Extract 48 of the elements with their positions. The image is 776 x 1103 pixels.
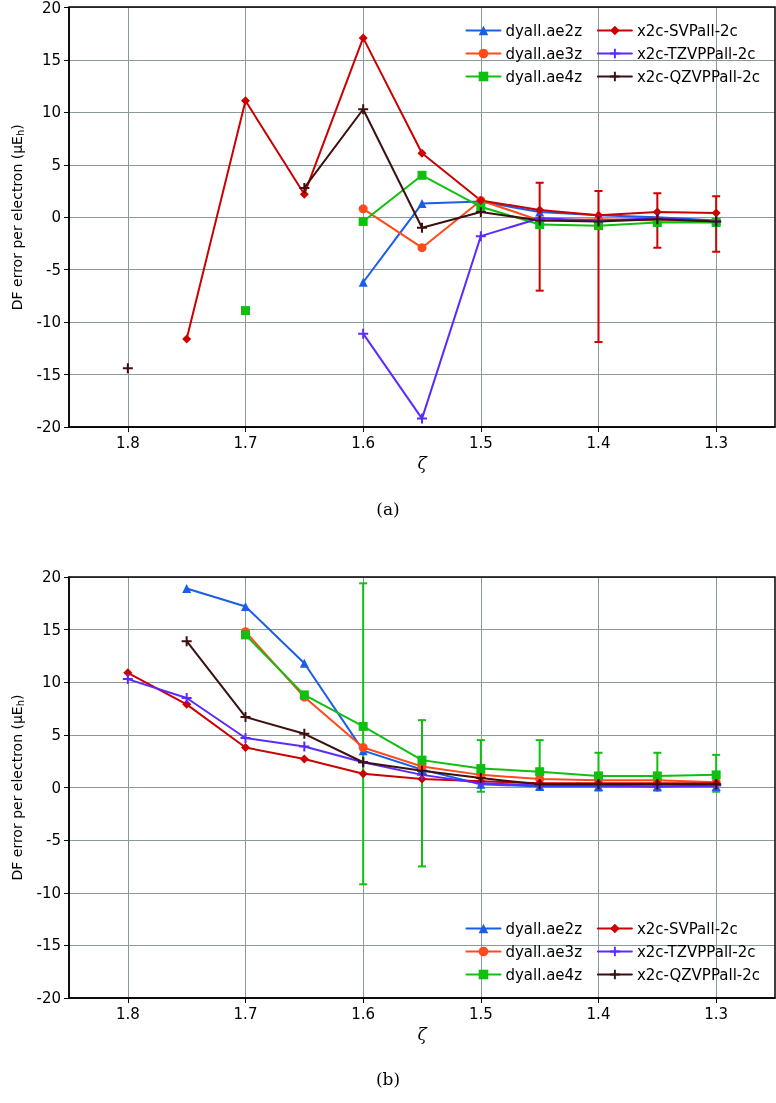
- y-tick-label: 5: [51, 725, 61, 744]
- text: (a): [376, 498, 400, 519]
- x-tick-label: 1.5: [468, 1004, 493, 1023]
- y-tick-label: -5: [46, 831, 61, 850]
- x-tick-label: 1.6: [351, 1004, 376, 1023]
- y-tick-label: 20: [41, 568, 61, 586]
- x-axis-title: ζ: [417, 1024, 429, 1045]
- x-tick-label: 1.3: [704, 1004, 729, 1023]
- legend-label: dyall.ae4z: [505, 965, 583, 984]
- legend-label: x2c-TZVPPall-2c: [636, 44, 756, 63]
- y-tick-label: -15: [36, 936, 61, 955]
- y-tick-label: -20: [36, 418, 61, 436]
- legend-label: x2c-SVPall-2c: [636, 919, 738, 938]
- x-tick-label: 1.8: [115, 1004, 140, 1023]
- y-tick-label: 0: [51, 778, 61, 797]
- legend-label: x2c-TZVPPall-2c: [636, 942, 756, 961]
- x-tick-label: 1.8: [115, 433, 140, 452]
- x-tick-label: 1.3: [704, 433, 729, 452]
- y-tick-label: -10: [36, 313, 61, 332]
- text: (b): [375, 1068, 401, 1089]
- legend-label: dyall.ae3z: [505, 44, 583, 63]
- legend-label: x2c-QZVPPall-2c: [636, 67, 760, 86]
- x-tick-label: 1.5: [468, 433, 493, 452]
- y-axis-title: DF error per electron (µEh): [9, 124, 26, 311]
- y-tick-label: -20: [36, 989, 61, 1007]
- legend-label: dyall.ae2z: [505, 919, 583, 938]
- x-tick-label: 1.7: [233, 1004, 258, 1023]
- legend-label: x2c-SVPall-2c: [636, 21, 738, 40]
- legend-label: dyall.ae4z: [505, 67, 583, 86]
- x-tick-label: 1.4: [586, 1004, 611, 1023]
- x-tick-label: 1.6: [351, 433, 376, 452]
- y-tick-label: 15: [41, 620, 61, 639]
- legend-label: x2c-QZVPPall-2c: [636, 965, 760, 984]
- x-tick-label: 1.7: [233, 433, 258, 452]
- y-axis-title: DF error per electron (µEh): [9, 694, 26, 881]
- y-tick-label: -10: [36, 883, 61, 902]
- y-tick-label: -15: [36, 365, 61, 384]
- x-tick-label: 1.4: [586, 433, 611, 452]
- legend-label: dyall.ae2z: [505, 21, 583, 40]
- y-tick-label: 10: [41, 673, 61, 692]
- y-tick-label: -5: [46, 260, 61, 279]
- y-tick-label: 0: [51, 208, 61, 227]
- y-tick-label: 5: [51, 155, 61, 174]
- y-tick-label: 10: [41, 103, 61, 122]
- legend-label: dyall.ae3z: [505, 942, 583, 961]
- x-axis-title: ζ: [417, 453, 429, 474]
- y-tick-label: 20: [41, 0, 61, 17]
- y-tick-label: 15: [41, 50, 61, 69]
